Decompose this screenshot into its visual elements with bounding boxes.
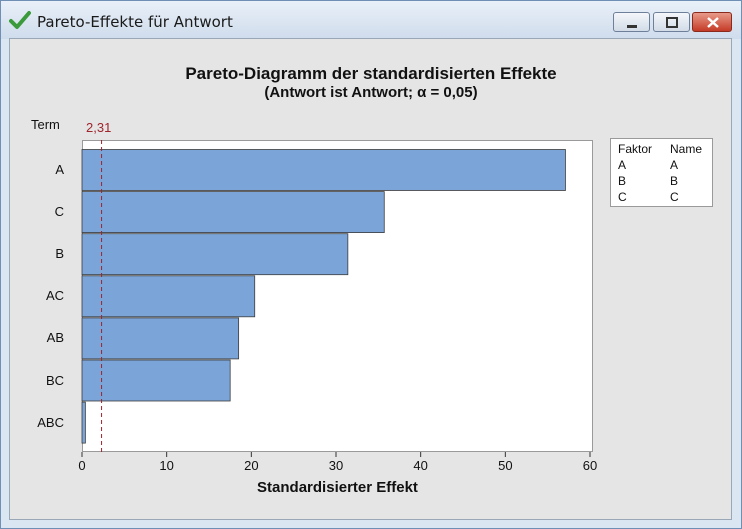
reference-line-label: 2,31: [86, 120, 112, 135]
bar-b: [81, 233, 349, 276]
x-tick-label: 50: [498, 458, 513, 473]
bar-abc: [81, 401, 86, 444]
close-button[interactable]: [692, 12, 732, 32]
category-label: ABC: [37, 414, 64, 430]
category-label: AB: [46, 330, 64, 346]
category-label: B: [55, 246, 64, 262]
legend-name-c: C: [670, 190, 679, 204]
legend-factor-a: A: [618, 158, 627, 172]
x-tick-label: 40: [413, 458, 428, 473]
legend-header-name: Name: [670, 142, 703, 156]
x-tick-label: 20: [244, 458, 259, 473]
legend-name-a: A: [670, 158, 679, 172]
chart-subtitle: (Antwort ist Antwort; α = 0,05): [264, 84, 478, 101]
maximize-icon: [666, 17, 678, 28]
x-tick-label: 30: [328, 458, 344, 473]
checkmark-icon: [9, 11, 31, 29]
maximize-button[interactable]: [653, 12, 690, 32]
bar-ab: [81, 317, 240, 360]
category-label: C: [54, 204, 64, 220]
minimize-icon: [627, 25, 637, 28]
chart-title: Pareto-Diagramm der standardisierten Eff…: [185, 64, 557, 83]
bar-bc: [81, 359, 231, 402]
x-tick-label: 10: [159, 458, 174, 473]
category-label: AC: [45, 288, 64, 304]
minimize-button[interactable]: [613, 12, 650, 32]
x-tick-label: 0: [78, 458, 86, 473]
category-label: BC: [45, 372, 64, 388]
x-axis-label: Standardisierter Effekt: [257, 479, 418, 496]
close-icon: [707, 17, 719, 28]
bar-ac: [81, 275, 256, 318]
window-title: Pareto-Effekte für Antwort: [37, 13, 233, 31]
x-tick-label: 60: [582, 458, 598, 473]
legend-name-b: B: [670, 174, 679, 188]
category-label: A: [55, 162, 64, 177]
title-bar[interactable]: Pareto-Effekte für Antwort: [1, 1, 741, 39]
y-axis-label: Term: [31, 117, 60, 132]
legend-factor-b: B: [618, 174, 627, 188]
legend-header-factor: Faktor: [618, 142, 653, 156]
legend-factor-c: C: [618, 190, 627, 204]
factor-legend: Faktor Name A A B B C C: [610, 138, 713, 207]
bar-a: [81, 149, 566, 191]
bar-c: [81, 191, 385, 234]
